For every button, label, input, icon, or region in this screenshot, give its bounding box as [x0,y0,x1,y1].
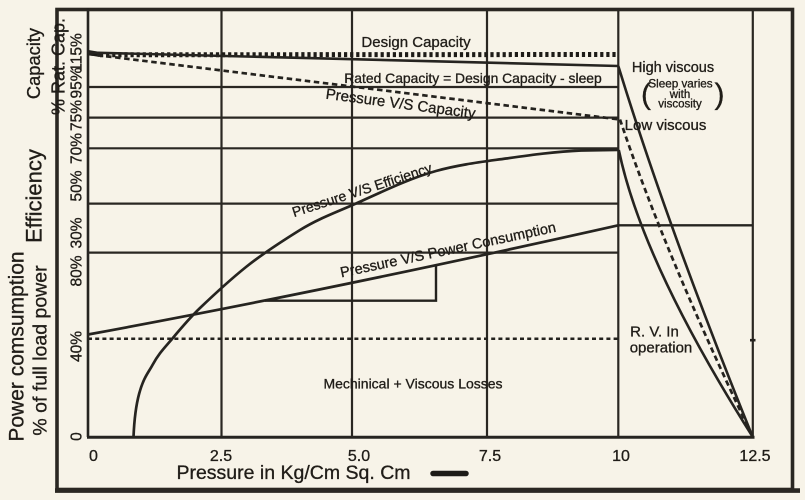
svg-text:7.5: 7.5 [479,448,501,465]
svg-text:Capacity: Capacity [23,27,44,99]
svg-text:80%: 80% [69,255,86,286]
svg-text:R. V. In: R. V. In [630,324,679,341]
svg-text:Low viscous: Low viscous [625,117,707,134]
svg-text:40%: 40% [69,331,86,362]
svg-text:operation: operation [630,340,693,357]
svg-text:0: 0 [89,448,98,465]
svg-text:viscosity: viscosity [658,99,702,111]
svg-text:50%: 50% [69,170,86,201]
svg-text:): ) [715,78,725,111]
svg-text:5.0: 5.0 [348,448,370,465]
svg-text:High viscous: High viscous [632,60,714,76]
svg-text:Design Capacity: Design Capacity [361,34,471,51]
svg-text:95%: 95% [69,67,86,98]
svg-text:30%: 30% [69,217,86,248]
svg-text:10: 10 [612,448,630,465]
svg-text:70%: 70% [69,133,86,164]
svg-text:Rated Capacity = Design Capaci: Rated Capacity = Design Capacity - sleep [344,70,602,86]
svg-text:% of full load power: % of full load power [30,265,52,436]
svg-text:12.5: 12.5 [739,448,770,465]
svg-text:with: with [669,89,690,101]
svg-text:0: 0 [69,432,86,441]
svg-text:% Rat. Cap.: % Rat. Cap. [49,18,69,115]
svg-text:Pressure in Kg/Cm Sq. Cm: Pressure in Kg/Cm Sq. Cm [176,462,410,484]
svg-text:Efficiency: Efficiency [22,149,47,243]
svg-text:Sleep varies: Sleep varies [648,78,712,91]
svg-text:2.5: 2.5 [210,448,232,465]
svg-text:Mechinical + Viscous Losses: Mechinical + Viscous Losses [323,376,502,392]
svg-text:(: ( [641,78,651,111]
svg-text:75%: 75% [69,100,86,131]
svg-text:Power comsumption: Power comsumption [6,251,29,441]
svg-text:115%: 115% [69,33,86,72]
